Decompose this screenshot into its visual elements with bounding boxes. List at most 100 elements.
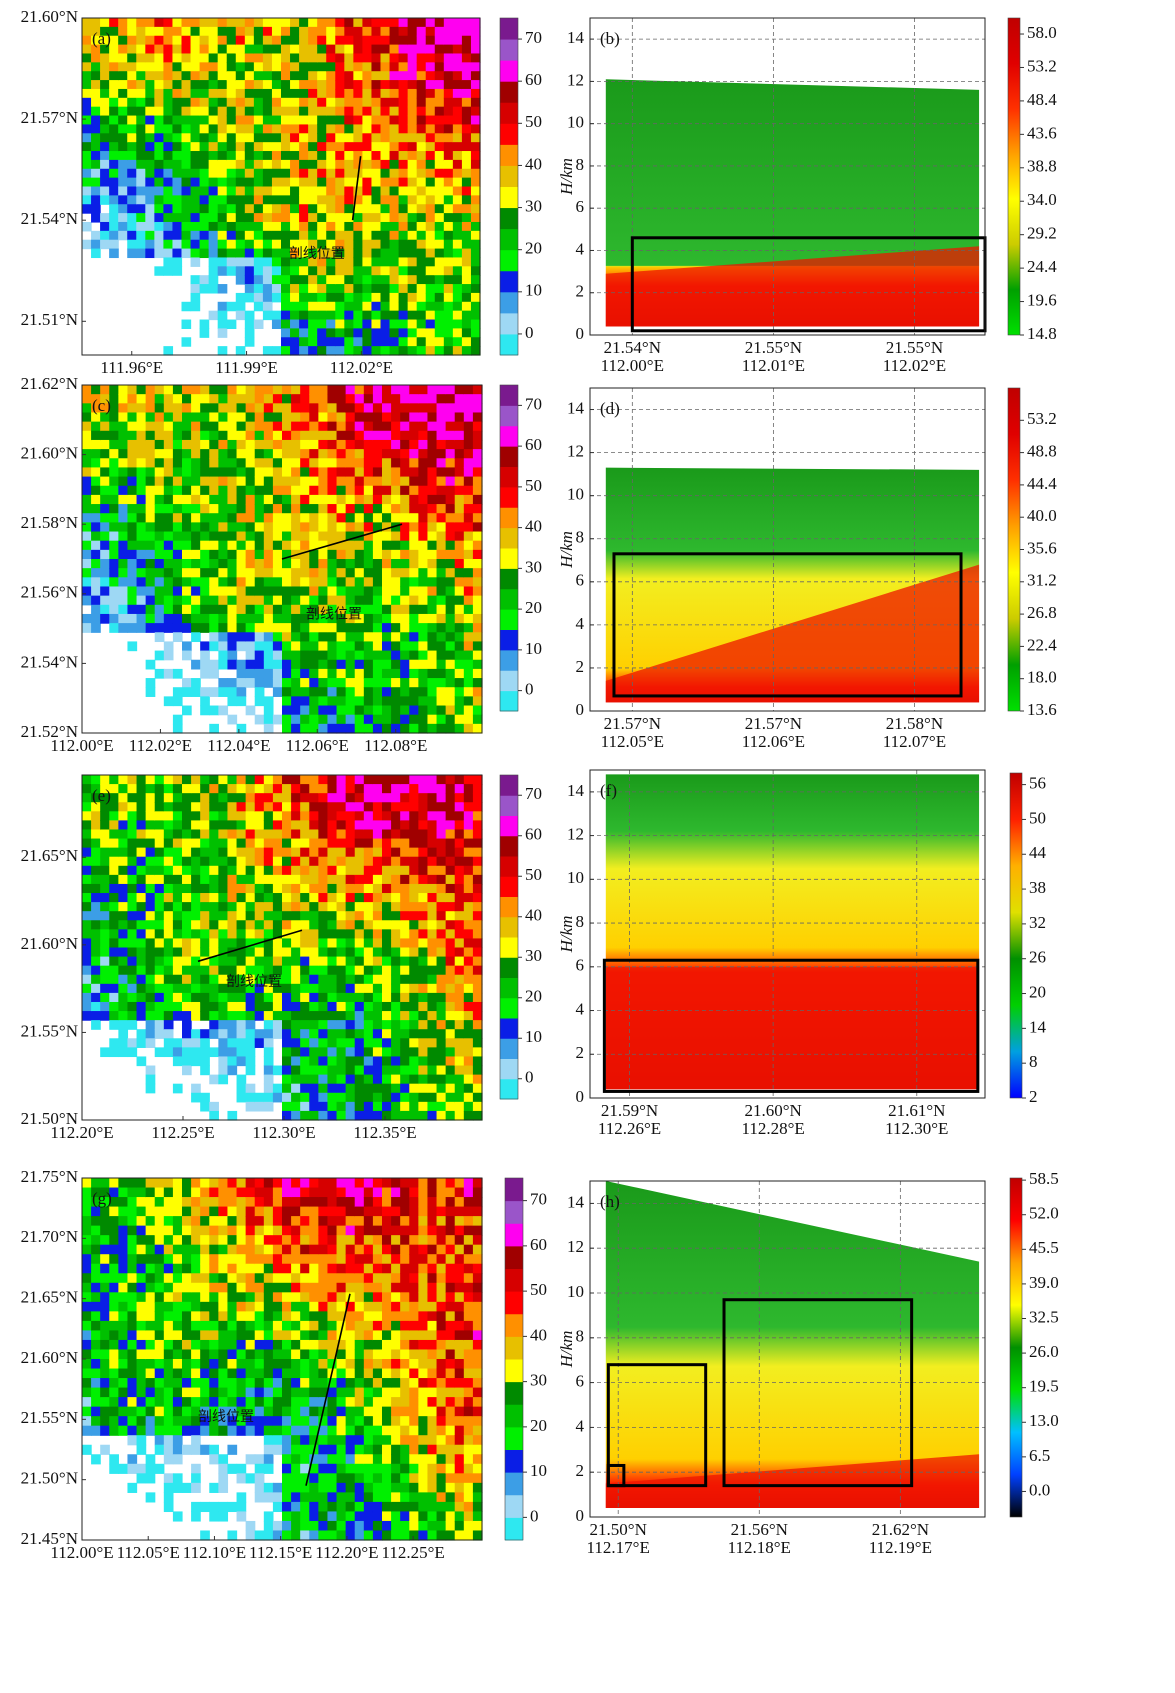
radar-cell [118,874,129,885]
radar-cell [263,641,274,652]
radar-cell [100,168,110,179]
radar-cell [109,920,119,930]
radar-cell [354,1065,365,1076]
radar-cell [136,151,146,161]
radar-cell [199,97,210,108]
radar-cell [309,992,319,1003]
radar-cell [271,319,282,329]
radar-cell [452,53,463,63]
radar-cell [172,911,183,921]
radar-cell [309,874,319,885]
radar-cell [409,604,419,615]
radar-cell [300,865,310,876]
radar-cell [427,938,438,949]
radar-cell [308,159,318,170]
radar-cell [127,151,137,161]
radar-cell [254,1092,265,1103]
radar-cell [472,449,483,459]
radar-cell [345,641,356,652]
radar-cell [290,284,300,294]
radar-cell [254,485,265,496]
radar-cell [199,159,210,170]
radar-cell [336,449,347,459]
radar-cell [335,62,345,72]
radar-cell [427,412,438,423]
radar-cell [245,929,256,940]
radar-cell [236,540,247,551]
radar-cell [127,213,137,223]
radar-cell [327,1110,338,1121]
radar-cell [227,1065,238,1076]
radar-cell [391,874,401,885]
radar-cell [371,213,382,223]
radar-cell [427,1029,438,1039]
radar-cell [318,956,329,967]
radar-cell [472,723,483,734]
radar-cell [389,301,400,312]
radar-cell [371,71,382,81]
radar-cell [154,177,165,188]
radar-cell [282,1038,292,1048]
radar-cell [354,911,365,921]
radar-cell [472,678,483,688]
radar-cell [344,133,354,143]
radar-cell [336,513,347,523]
radar-cell [172,613,183,624]
radar-cell [318,820,329,831]
radar-cell [300,650,310,661]
radar-cell [407,124,418,134]
radar-cell [209,394,219,404]
radar-cell [118,568,129,578]
radar-cell [235,53,246,63]
radar-cell [254,577,265,588]
radar-cell [391,1092,401,1103]
radar-cell [309,659,319,670]
radar-cell [407,275,418,285]
y-axis-label: H/km [557,916,576,954]
radar-cell [181,337,192,347]
radar-cell [199,221,210,232]
radar-cell [400,847,410,858]
radar-cell [309,1056,319,1067]
radar-cell [409,911,419,921]
radar-cell [282,974,292,985]
radar-cell [244,106,255,117]
radar-cell [372,1065,383,1076]
radar-cell [254,902,265,912]
radar-cell [345,540,356,551]
radar-cell [461,186,472,196]
radar-cell [218,865,229,876]
radar-cell [308,124,318,134]
radar-cell [472,623,483,633]
radar-cell [118,18,128,28]
radar-cell [263,920,274,930]
radar-cell [434,26,445,37]
radar-cell [91,62,101,72]
radar-cell [445,723,456,734]
radar-cell [425,310,436,321]
radar-cell [281,124,291,134]
radar-cell [282,687,292,697]
radar-cell [172,1047,183,1058]
radar-cell [463,449,474,459]
radar-cell [82,577,92,588]
radar-cell [336,659,347,670]
radar-cell [299,310,309,321]
radar-cell [452,310,463,321]
colorbar-segment [500,466,518,488]
radar-cell [391,559,401,569]
radar-cell [236,920,247,930]
radar-cell [154,458,165,469]
y-tick-label: 21.55°N [21,1021,78,1040]
radar-cell [191,458,201,469]
radar-cell [236,874,247,885]
radar-cell [309,458,319,469]
radar-cell [181,115,192,126]
radar-cell [136,577,147,588]
radar-cell [272,687,283,697]
radar-cell [200,595,210,606]
radar-cell [407,53,418,63]
radar-cell [326,159,336,170]
radar-cell [308,213,318,223]
radar-cell [409,811,419,821]
